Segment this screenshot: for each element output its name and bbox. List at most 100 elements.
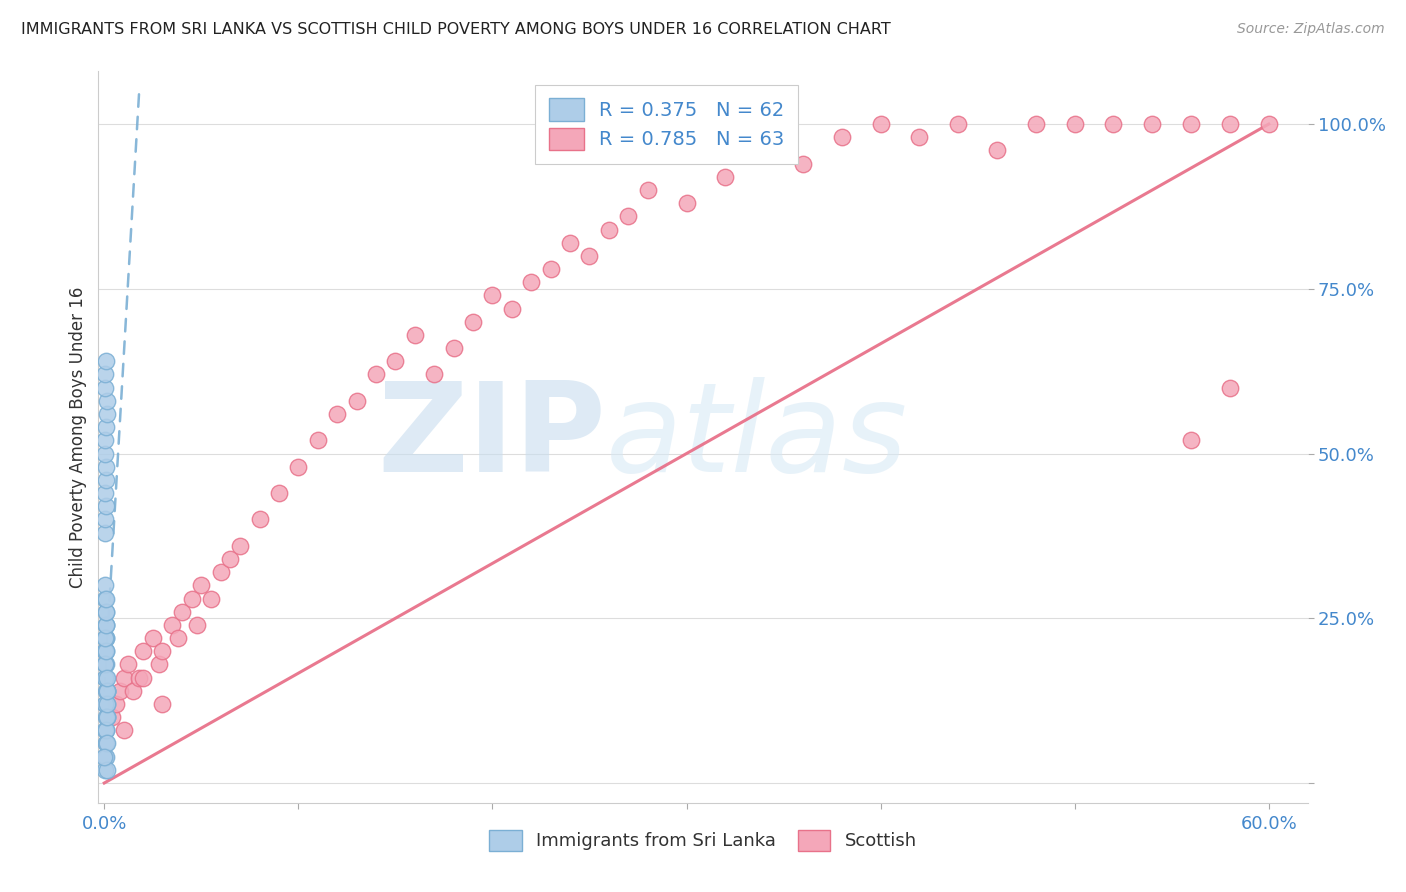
Point — [96, 710, 118, 724]
Point — [94, 486, 117, 500]
Point — [101, 710, 124, 724]
Point — [94, 631, 117, 645]
Point — [94, 657, 117, 672]
Point — [96, 393, 118, 408]
Point — [94, 512, 117, 526]
Point — [869, 117, 891, 131]
Point — [520, 275, 543, 289]
Point — [94, 631, 117, 645]
Point — [443, 341, 465, 355]
Point — [180, 591, 202, 606]
Point — [96, 683, 118, 698]
Point — [94, 644, 117, 658]
Point — [96, 407, 118, 421]
Point — [93, 591, 115, 606]
Point — [617, 210, 640, 224]
Point — [94, 368, 117, 382]
Point — [1219, 117, 1241, 131]
Point — [94, 737, 117, 751]
Point — [831, 130, 853, 145]
Point — [94, 631, 117, 645]
Point — [96, 657, 118, 672]
Point — [94, 434, 117, 448]
Point — [675, 196, 697, 211]
Point — [96, 683, 118, 698]
Point — [96, 618, 118, 632]
Point — [112, 723, 135, 738]
Point — [986, 144, 1008, 158]
Point — [94, 618, 117, 632]
Point — [364, 368, 387, 382]
Point — [122, 683, 145, 698]
Point — [481, 288, 503, 302]
Point — [148, 657, 170, 672]
Point — [96, 723, 118, 738]
Point — [94, 671, 117, 685]
Point — [578, 249, 600, 263]
Point — [93, 723, 115, 738]
Point — [714, 169, 737, 184]
Point — [132, 644, 155, 658]
Point — [94, 618, 117, 632]
Point — [167, 631, 190, 645]
Point — [94, 671, 117, 685]
Point — [190, 578, 212, 592]
Point — [94, 749, 117, 764]
Point — [229, 539, 252, 553]
Point — [94, 697, 117, 711]
Point — [93, 446, 115, 460]
Point — [1142, 117, 1164, 131]
Point — [637, 183, 659, 197]
Point — [94, 697, 117, 711]
Point — [94, 525, 117, 540]
Point — [200, 591, 222, 606]
Point — [423, 368, 446, 382]
Legend: Immigrants from Sri Lanka, Scottish: Immigrants from Sri Lanka, Scottish — [481, 821, 925, 860]
Point — [93, 657, 115, 672]
Point — [96, 683, 118, 698]
Point — [96, 459, 118, 474]
Point — [94, 473, 117, 487]
Point — [287, 459, 309, 474]
Point — [94, 354, 117, 368]
Point — [117, 657, 139, 672]
Point — [1257, 117, 1279, 131]
Text: atlas: atlas — [606, 376, 908, 498]
Point — [96, 591, 118, 606]
Point — [112, 671, 135, 685]
Point — [1180, 434, 1202, 448]
Point — [540, 262, 562, 277]
Point — [96, 723, 118, 738]
Point — [94, 671, 117, 685]
Point — [404, 327, 426, 342]
Point — [142, 631, 165, 645]
Point — [94, 381, 117, 395]
Point — [346, 393, 368, 408]
Point — [96, 749, 118, 764]
Point — [209, 565, 232, 579]
Point — [558, 235, 581, 250]
Point — [94, 500, 117, 514]
Point — [1219, 381, 1241, 395]
Point — [249, 512, 271, 526]
Point — [598, 222, 620, 236]
Point — [94, 763, 117, 777]
Point — [94, 644, 117, 658]
Point — [96, 671, 118, 685]
Point — [94, 420, 117, 434]
Point — [96, 710, 118, 724]
Point — [326, 407, 349, 421]
Point — [160, 618, 183, 632]
Point — [96, 763, 118, 777]
Point — [152, 644, 174, 658]
Point — [219, 552, 242, 566]
Point — [501, 301, 523, 316]
Point — [94, 578, 117, 592]
Point — [752, 144, 775, 158]
Point — [307, 434, 329, 448]
Point — [94, 737, 117, 751]
Point — [170, 605, 193, 619]
Point — [94, 644, 117, 658]
Point — [1180, 117, 1202, 131]
Point — [96, 605, 118, 619]
